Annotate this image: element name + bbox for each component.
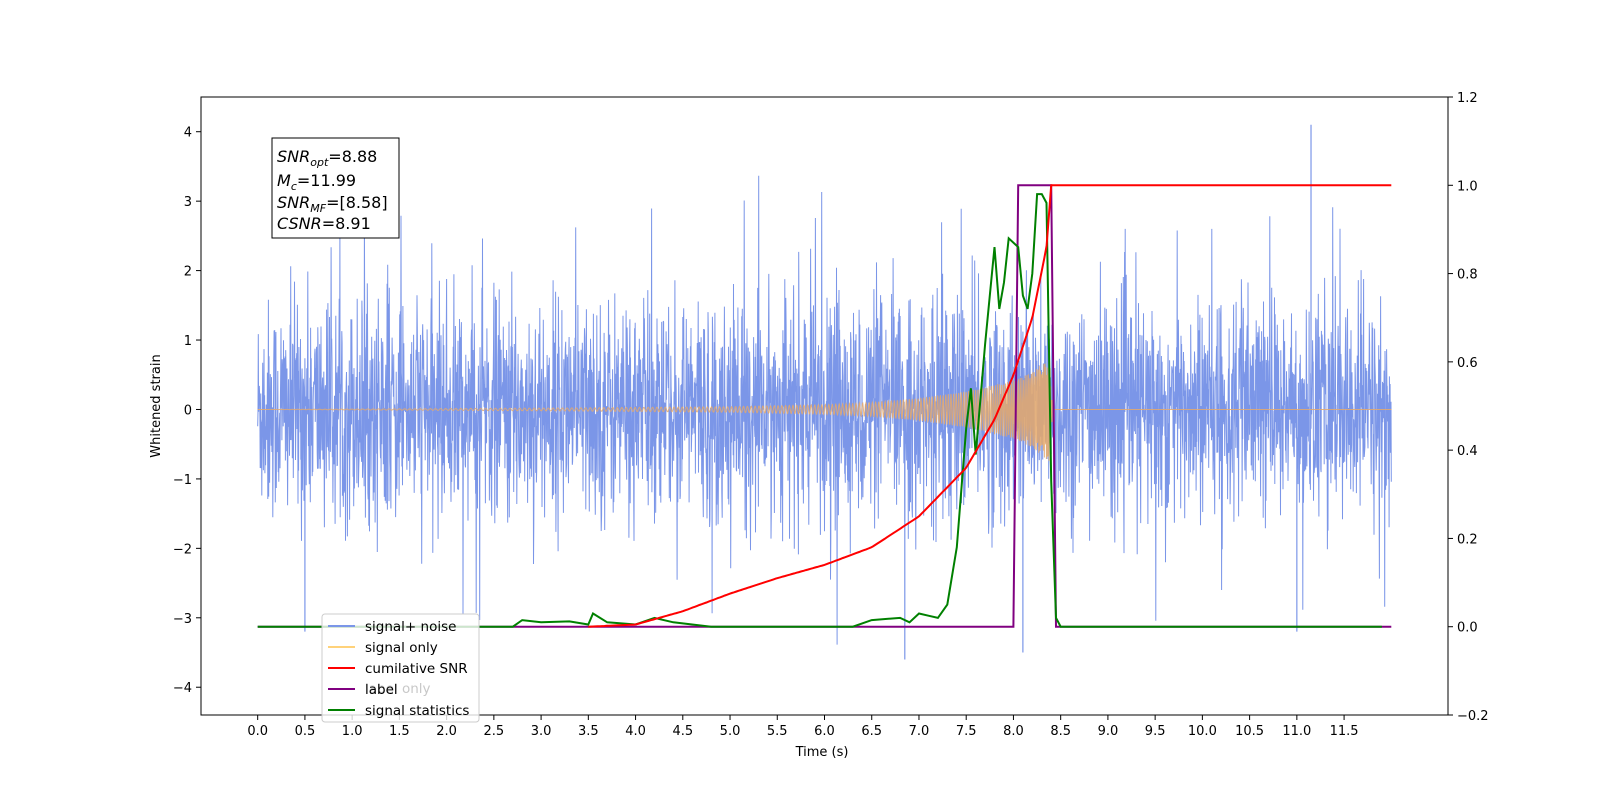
y-tick-label: −1 bbox=[173, 473, 192, 488]
x-tick-label: 10.0 bbox=[1188, 724, 1217, 739]
x-tick-label: 8.0 bbox=[1003, 724, 1024, 739]
y-axis-label: Whitened strain bbox=[149, 354, 164, 457]
x-tick-label: 2.5 bbox=[484, 724, 505, 739]
y2-tick-label: 0.6 bbox=[1457, 356, 1478, 371]
x-tick-label: 10.5 bbox=[1235, 724, 1264, 739]
y-tick-label: 2 bbox=[184, 265, 192, 280]
info-box: SNRopt=8.88 Mc=11.99 SNRMF=[8.58] CSNR=8… bbox=[271, 137, 400, 239]
series-cumulative-snr bbox=[588, 184, 1392, 628]
x-tick-label: 8.5 bbox=[1050, 724, 1071, 739]
x-tick-label: 1.5 bbox=[389, 724, 410, 739]
y-tick-label: 1 bbox=[184, 334, 192, 349]
series-layer bbox=[257, 124, 1392, 660]
x-tick-label: 7.5 bbox=[956, 724, 977, 739]
x-tick-label: 7.0 bbox=[909, 724, 930, 739]
mc-text: Mc=11.99 bbox=[277, 171, 356, 193]
x-axis-label: Time (s) bbox=[795, 745, 849, 760]
legend-hidden-text: label only bbox=[365, 681, 431, 697]
x-tick-label: 3.5 bbox=[578, 724, 599, 739]
y2-tick-label: 1.2 bbox=[1457, 91, 1478, 106]
legend-label-signal: signal only bbox=[365, 640, 438, 656]
x-tick-label: 2.0 bbox=[436, 724, 457, 739]
x-tick-label: 3.0 bbox=[531, 724, 552, 739]
legend: label only signal+ noise signal only cum… bbox=[321, 613, 480, 723]
x-tick-label: 6.0 bbox=[814, 724, 835, 739]
y-axis-left: −4 −3 −2 −1 0 1 2 3 4 bbox=[173, 126, 201, 696]
series-signal-only bbox=[257, 363, 1392, 461]
series-signal-statistics bbox=[257, 193, 1382, 628]
x-tick-label: 4.5 bbox=[672, 724, 693, 739]
x-tick-label: 5.0 bbox=[720, 724, 741, 739]
y2-tick-label: 0.2 bbox=[1457, 532, 1478, 547]
legend-label-stat: signal statistics bbox=[365, 703, 469, 719]
y2-tick-label: −0.2 bbox=[1457, 709, 1489, 724]
series-signal-noise bbox=[257, 175, 1392, 645]
y-tick-label: 3 bbox=[184, 195, 192, 210]
x-tick-label: 6.5 bbox=[861, 724, 882, 739]
x-tick-label: 1.0 bbox=[342, 724, 363, 739]
snr-opt-text: SNRopt=8.88 bbox=[277, 147, 377, 169]
x-tick-label: 11.5 bbox=[1330, 724, 1359, 739]
y-tick-label: −2 bbox=[173, 542, 192, 557]
x-tick-label: 5.5 bbox=[767, 724, 788, 739]
y-tick-label: 0 bbox=[184, 403, 192, 418]
x-axis: 0.0 0.5 1.0 1.5 2.0 2.5 3.0 3.5 4.0 4.5 5.0 5.5 6.0 6… bbox=[247, 715, 1359, 739]
y-tick-label: −3 bbox=[173, 612, 192, 627]
x-tick-label: 9.5 bbox=[1145, 724, 1166, 739]
y2-tick-label: 0.8 bbox=[1457, 268, 1478, 283]
y-axis-right: −0.2 0.0 0.2 0.4 0.6 0.8 1.0 1.2 bbox=[1448, 91, 1489, 724]
y-tick-label: 4 bbox=[184, 126, 192, 141]
x-tick-label: 0.5 bbox=[295, 724, 316, 739]
snr-mf-text: SNRMF=[8.58] bbox=[277, 193, 388, 215]
legend-label-snr: cumilative SNR bbox=[365, 661, 468, 677]
y-tick-label: −4 bbox=[173, 681, 192, 696]
x-tick-label: 4.0 bbox=[625, 724, 646, 739]
x-tick-label: 11.0 bbox=[1282, 724, 1311, 739]
x-tick-label: 9.0 bbox=[1098, 724, 1119, 739]
y2-tick-label: 1.0 bbox=[1457, 179, 1478, 194]
csnr-text: CSNR=8.91 bbox=[277, 214, 371, 233]
legend-label-noise: signal+ noise bbox=[365, 619, 456, 635]
y2-tick-label: 0.0 bbox=[1457, 621, 1478, 636]
x-tick-label: 0.0 bbox=[247, 724, 268, 739]
legend-label-label: label bbox=[365, 682, 398, 698]
y2-tick-label: 0.4 bbox=[1457, 444, 1478, 459]
